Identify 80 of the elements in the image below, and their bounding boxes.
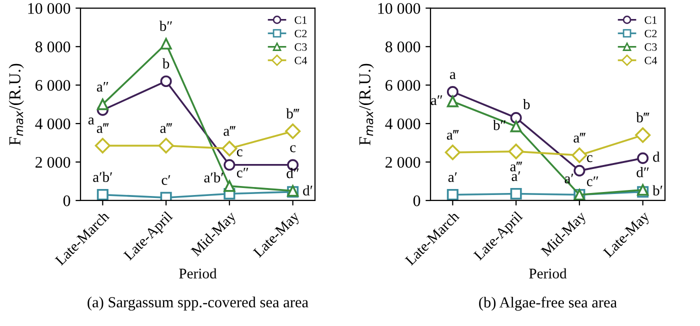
point xyxy=(96,98,108,110)
y-axis-title: F$_{max}$/(R.U.) xyxy=(8,64,24,146)
annotation: a″ xyxy=(96,82,108,92)
point xyxy=(94,138,110,154)
point xyxy=(574,164,586,176)
annotation: b″ xyxy=(492,120,506,130)
point xyxy=(510,112,522,124)
y-tick-label: 4 000 xyxy=(35,118,70,130)
point xyxy=(510,188,522,200)
annotation: a‴ xyxy=(160,123,172,133)
legend-label: C4 xyxy=(294,56,308,64)
annotation: a‴ xyxy=(574,132,586,143)
text: (a) Sargassum spp.-covered sea area xyxy=(88,296,308,311)
point xyxy=(222,140,238,156)
point xyxy=(224,159,236,171)
point xyxy=(635,127,651,143)
point xyxy=(444,144,460,160)
y-tick-label: 6 000 xyxy=(386,80,420,91)
annotation: b″ xyxy=(159,20,172,32)
annotation: a‴ xyxy=(96,123,109,133)
annotation: c xyxy=(236,149,242,156)
annotation: c xyxy=(290,145,296,152)
legend-label: C4 xyxy=(644,56,658,64)
y-tick-label: 4 000 xyxy=(385,118,420,130)
point xyxy=(158,138,174,154)
annotation: a′b′ xyxy=(204,172,224,182)
annotation: d xyxy=(653,152,660,162)
annotation: a‴ xyxy=(446,130,459,140)
y-tick-label: 0 xyxy=(63,195,70,206)
text: (b) Algae-free sea area xyxy=(479,296,617,311)
legend-label: C3 xyxy=(294,43,307,51)
point xyxy=(160,75,172,88)
y-axis-title: F$_{max}$/(R.U.) xyxy=(358,64,374,146)
annotation: d″ xyxy=(636,166,649,178)
annotation: d″ xyxy=(286,168,299,178)
annotation: c″ xyxy=(236,168,248,178)
y-tick-label: 8 000 xyxy=(385,42,420,52)
point xyxy=(446,86,458,98)
annotation: a′ xyxy=(564,174,574,184)
point xyxy=(96,188,108,200)
legend-label: C1 xyxy=(294,16,307,24)
annotation: c xyxy=(586,155,592,162)
point xyxy=(446,96,458,108)
annotation: b′ xyxy=(652,185,662,196)
point xyxy=(446,188,458,200)
annotation: b xyxy=(162,58,170,69)
y-tick-label: 2 000 xyxy=(386,156,420,168)
legend-label: C1 xyxy=(644,16,657,24)
point xyxy=(285,123,301,140)
annotation: a′ xyxy=(448,172,457,182)
legend-label: C3 xyxy=(644,43,657,51)
annotation: a‴ xyxy=(510,162,522,172)
annotation: b xyxy=(523,99,530,110)
annotation: c′ xyxy=(162,175,170,185)
legend-label: C2 xyxy=(644,30,657,38)
point xyxy=(508,144,524,160)
annotation: a xyxy=(450,72,456,80)
y-tick-label: 2 000 xyxy=(36,156,70,168)
annotation: a xyxy=(88,118,94,125)
y-tick-label: 8 000 xyxy=(35,42,70,52)
y-tick-label: 6 000 xyxy=(36,80,70,91)
annotation: b‴ xyxy=(286,108,300,119)
annotation: a′ xyxy=(512,171,520,182)
y-tick-label: 10 000 xyxy=(378,3,420,14)
x-axis-title: Period xyxy=(179,268,217,278)
annotation: c″ xyxy=(586,176,598,186)
legend-label: C2 xyxy=(294,30,307,38)
y-tick-label: 10 000 xyxy=(28,3,70,14)
annotation: b‴ xyxy=(636,112,650,122)
annotation: d′ xyxy=(303,185,312,196)
point xyxy=(224,180,236,192)
annotation: a″ xyxy=(430,95,442,106)
x-axis-title: Period xyxy=(529,268,567,278)
annotation: a′b′ xyxy=(93,172,112,182)
point xyxy=(572,148,588,164)
point xyxy=(510,120,522,132)
annotation: a‴ xyxy=(224,126,236,136)
point xyxy=(637,152,649,164)
point xyxy=(160,38,172,50)
y-tick-label: 0 xyxy=(413,195,420,206)
